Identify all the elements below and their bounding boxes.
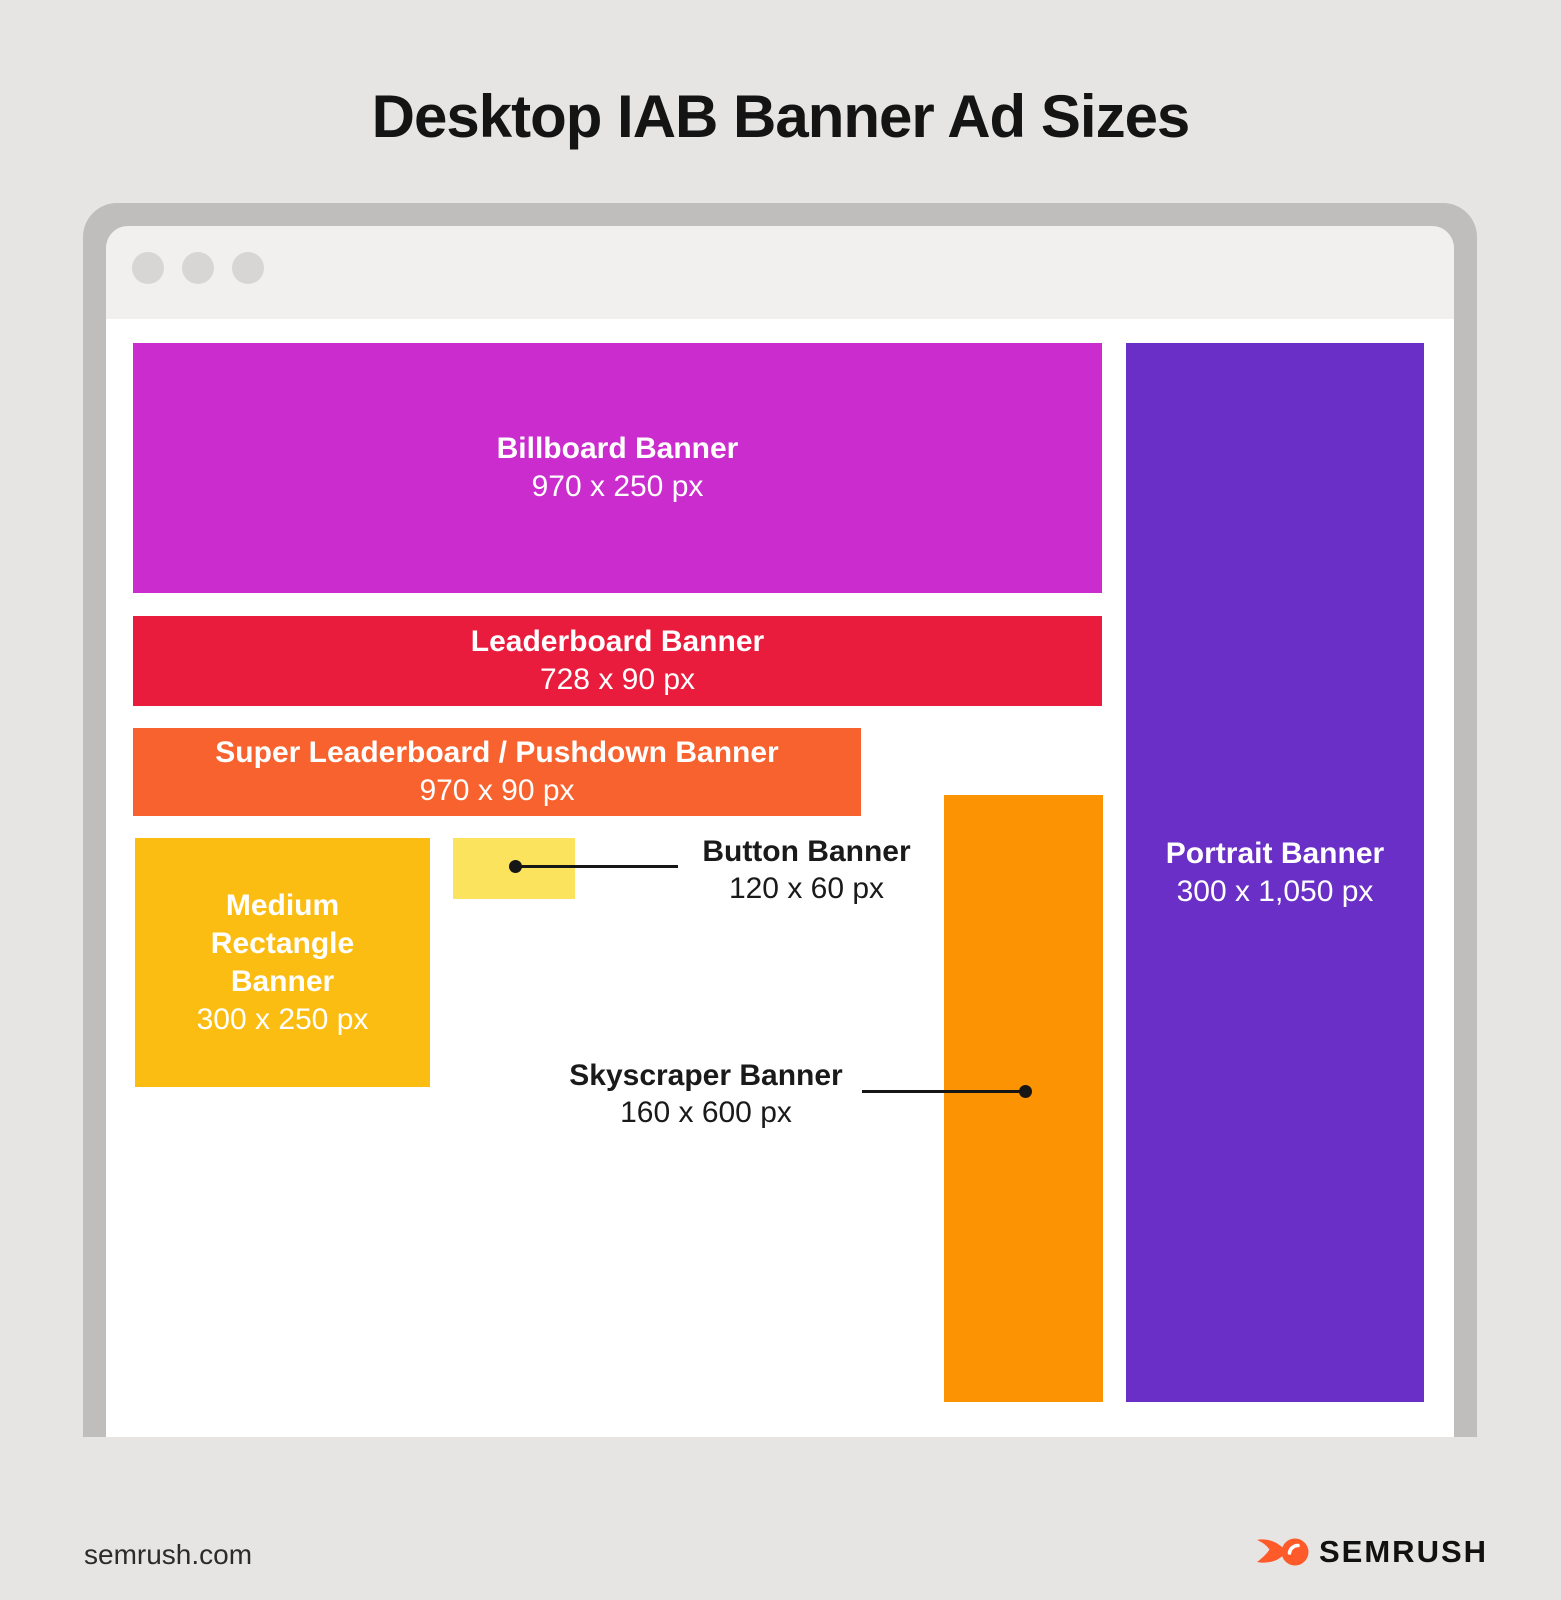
- semrush-logo: SEMRUSH: [1256, 1534, 1488, 1570]
- banner-size: 970 x 250 px: [531, 470, 704, 503]
- semrush-flame-icon: [1257, 1538, 1309, 1566]
- banner-size: 728 x 90 px: [539, 663, 696, 696]
- banner-name: Leaderboard Banner: [470, 625, 765, 658]
- banner-skyscraper: [944, 795, 1103, 1402]
- banner-medium-rectangle: Medium Rectangle Banner 300 x 250 px: [135, 838, 430, 1087]
- banner-name: Billboard Banner: [496, 432, 739, 465]
- banner-size: 970 x 90 px: [419, 774, 575, 807]
- callout-dot: [1019, 1085, 1032, 1098]
- banner-name: Banner: [230, 964, 335, 998]
- window-control-dot-icon: [132, 252, 164, 284]
- page-title: Desktop IAB Banner Ad Sizes: [371, 83, 1191, 150]
- banner-name: Super Leaderboard / Pushdown Banner: [215, 736, 779, 769]
- banner-super-leaderboard: Super Leaderboard / Pushdown Banner 970 …: [133, 728, 861, 816]
- callout-line: [515, 865, 678, 868]
- window-control-dot-icon: [232, 252, 264, 284]
- banner-leaderboard: Leaderboard Banner 728 x 90 px: [133, 616, 1102, 706]
- banner-name: Button Banner: [702, 835, 911, 868]
- banner-size: 300 x 250 px: [196, 1002, 369, 1036]
- banner-name: Skyscraper Banner: [569, 1059, 843, 1092]
- callout-label-skyscraper: Skyscraper Banner 160 x 600 px: [546, 1057, 866, 1131]
- banner-size: 160 x 600 px: [620, 1096, 792, 1129]
- banner-name: Portrait Banner: [1165, 836, 1385, 870]
- callout-line: [862, 1090, 1025, 1093]
- banner-portrait: Portrait Banner 300 x 1,050 px: [1126, 343, 1424, 1402]
- banner-name: Medium: [225, 888, 340, 922]
- banner-name: Rectangle: [210, 926, 355, 960]
- footer-website-url: semrush.com: [84, 1539, 253, 1570]
- callout-label-button: Button Banner 120 x 60 px: [689, 833, 924, 907]
- window-control-dot-icon: [182, 252, 214, 284]
- semrush-wordmark: SEMRUSH: [1319, 1534, 1489, 1569]
- browser-window-topbar: [106, 226, 1454, 319]
- banner-billboard: Billboard Banner 970 x 250 px: [133, 343, 1102, 593]
- banner-size: 120 x 60 px: [728, 872, 885, 905]
- banner-size: 300 x 1,050 px: [1176, 874, 1374, 908]
